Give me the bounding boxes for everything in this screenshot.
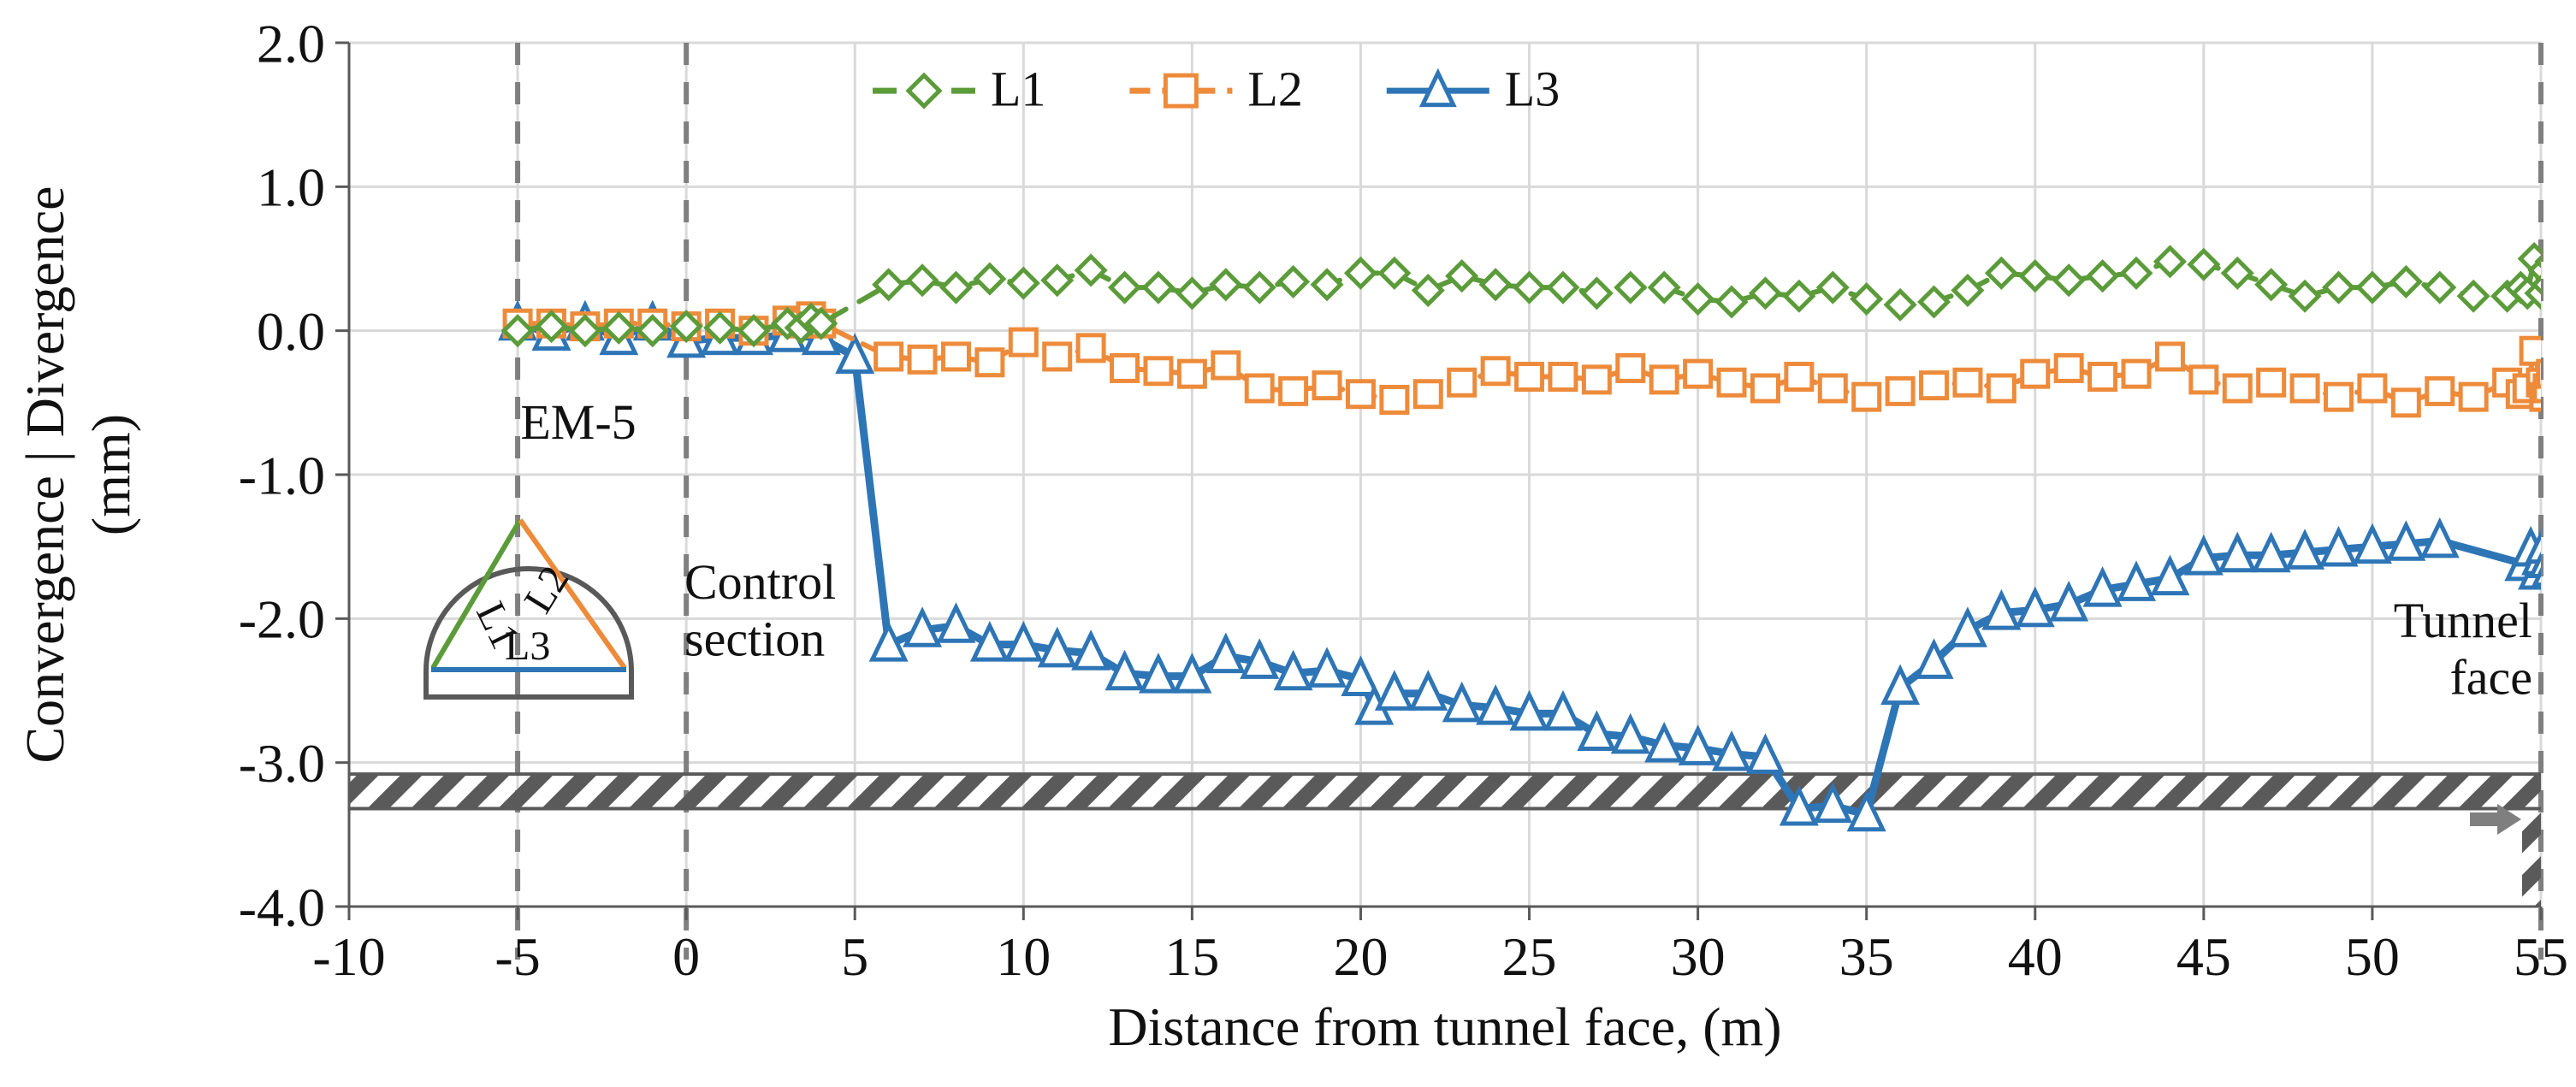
x-tick-label: 20 [1333, 926, 1388, 987]
tunnel-face-label: face [2449, 650, 2532, 706]
em5-label: EM-5 [520, 394, 636, 450]
y-axis-label: Convergence | Divergence(mm) [15, 186, 141, 763]
y-tick-label: -1.0 [239, 445, 325, 505]
x-tick-label: -5 [494, 926, 540, 987]
svg-text:Convergence | Divergence: Convergence | Divergence [15, 186, 75, 763]
legend-label: L3 [1505, 62, 1560, 117]
tunnel-face-label: Tunnel [2394, 593, 2532, 648]
control-section-label: Control [684, 554, 836, 610]
y-tick-label: 2.0 [257, 13, 325, 74]
y-tick-label: -4.0 [239, 877, 325, 937]
y-tick-label: 0.0 [257, 301, 325, 362]
x-tick-label: 5 [841, 926, 868, 987]
x-tick-label: 40 [2008, 926, 2063, 987]
x-tick-label: 45 [2176, 926, 2231, 987]
x-tick-label: 30 [1671, 926, 1726, 987]
y-tick-label: 1.0 [257, 157, 325, 218]
chart-container: -10-50510152025303540455055-4.0-3.0-2.0-… [0, 0, 2576, 1087]
control-section-label: section [684, 611, 825, 667]
x-tick-label: 0 [672, 926, 700, 987]
x-tick-label: 55 [2514, 926, 2568, 987]
x-tick-label: 10 [996, 926, 1051, 987]
x-tick-label: 35 [1839, 926, 1894, 987]
x-axis-label: Distance from tunnel face, (m) [1108, 996, 1781, 1057]
legend-label: L2 [1247, 62, 1302, 117]
svg-text:(mm): (mm) [80, 414, 141, 535]
y-tick-label: -3.0 [239, 733, 325, 794]
x-tick-label: 15 [1164, 926, 1219, 987]
y-tick-label: -2.0 [239, 589, 325, 650]
x-tick-label: 25 [1502, 926, 1557, 987]
chart-svg: -10-50510152025303540455055-4.0-3.0-2.0-… [0, 0, 2576, 1087]
svg-text:L3: L3 [505, 623, 550, 669]
legend-label: L1 [991, 62, 1045, 117]
x-tick-label: 50 [2345, 926, 2400, 987]
